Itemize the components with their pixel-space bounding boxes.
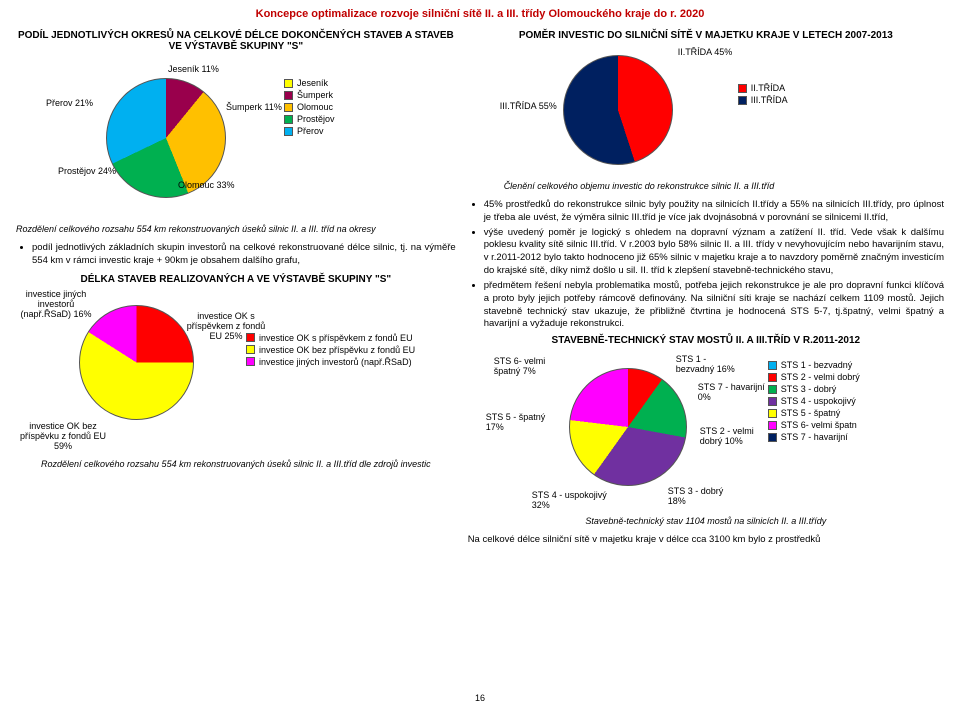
chart3-box: POMĚR INVESTIC DO SILNIČNÍ SÍTĚ V MAJETK… [468, 30, 944, 177]
chart2-pie-wrap: investice OK s příspěvkem z fondů EU 25%… [56, 291, 216, 441]
two-columns: PODÍL JEDNOTLIVÝCH OKRESŮ NA CELKOVÉ DÉL… [16, 26, 944, 550]
legend-item: III.TŘÍDA [738, 95, 788, 105]
chart1-callout-prerov: Přerov 21% [46, 98, 93, 108]
legend-item: investice OK bez příspěvku z fondů EU [246, 345, 426, 355]
legend-label: investice OK bez příspěvku z fondů EU [259, 345, 415, 355]
chart3-caption: Členění celkového objemu investic do rek… [468, 181, 944, 191]
bullet-right: 45% prostředků do rekonstrukce silnic by… [484, 199, 944, 225]
chart2-title: DÉLKA STAVEB REALIZOVANÝCH A VE VÝSTAVBĚ… [16, 274, 456, 285]
chart2-pie [79, 305, 194, 420]
chart3-pie [563, 55, 673, 165]
page-number: 16 [475, 693, 485, 703]
legend-item: STS 1 - bezvadný [768, 360, 888, 370]
legend-item: STS 6- velmi špatn [768, 420, 888, 430]
doc-title: Koncepce optimalizace rozvoje silniční s… [16, 8, 944, 20]
bullet-right: výše uvedený poměr je logický s ohledem … [484, 227, 944, 278]
chart4-callout-sts1: STS 1 - bezvadný 16% [676, 354, 746, 374]
chart4-legend: STS 1 - bezvadný STS 2 - velmi dobrý STS… [768, 358, 888, 444]
chart1-callout-sumperk: Šumperk 11% [226, 102, 282, 112]
chart4-callout-sts6: STS 6- velmi špatný 7% [494, 356, 564, 376]
legend-item: Prostějov [284, 114, 335, 124]
chart4-box: STAVEBNĚ-TECHNICKÝ STAV MOSTŮ II. A III.… [468, 335, 944, 512]
legend-item: investice jiných investorů (např.ŘSaD) [246, 357, 426, 367]
legend-label: STS 7 - havarijní [781, 432, 848, 442]
chart3-callout-ii: II.TŘÍDA 45% [678, 47, 733, 57]
bullet-left: podíl jednotlivých základních skupin inv… [32, 242, 456, 268]
legend-label: Olomouc [297, 102, 333, 112]
chart3-title: POMĚR INVESTIC DO SILNIČNÍ SÍTĚ V MAJETK… [468, 30, 944, 41]
chart1-callout-jesenik: Jeseník 11% [168, 64, 219, 74]
right-bullets: 45% prostředků do rekonstrukce silnic by… [468, 199, 944, 331]
chart2-box: DÉLKA STAVEB REALIZOVANÝCH A VE VÝSTAVBĚ… [16, 274, 456, 441]
chart4-callout-sts2: STS 2 - velmi dobrý 10% [700, 426, 770, 446]
legend-item: II.TŘÍDA [738, 83, 788, 93]
chart1-box: PODÍL JEDNOTLIVÝCH OKRESŮ NA CELKOVÉ DÉL… [16, 30, 456, 218]
legend-item: STS 2 - velmi dobrý [768, 372, 888, 382]
chart1-callout-olomouc: Olomouc 33% [178, 180, 235, 190]
chart4-callout-sts4: STS 4 - uspokojivý 32% [532, 490, 612, 510]
chart2-callout-noeu: investice OK bez příspěvku z fondů EU 59… [18, 421, 108, 451]
legend-label: investice jiných investorů (např.ŘSaD) [259, 357, 412, 367]
chart2-callout-jiny: investice jiných investorů (např.ŘSaD) 1… [16, 289, 96, 319]
chart4-callout-sts7: STS 7 - havarijní 0% [698, 382, 768, 402]
legend-label: III.TŘÍDA [751, 95, 788, 105]
legend-item: investice OK s příspěvkem z fondů EU [246, 333, 426, 343]
legend-item: Olomouc [284, 102, 335, 112]
legend-item: Jeseník [284, 78, 335, 88]
left-column: PODÍL JEDNOTLIVÝCH OKRESŮ NA CELKOVÉ DÉL… [16, 26, 456, 550]
chart1-callout-prostejov: Prostějov 24% [58, 166, 116, 176]
chart3-callout-iii: III.TŘÍDA 55% [500, 101, 557, 111]
chart2-callout-eu: investice OK s příspěvkem z fondů EU 25% [186, 311, 266, 341]
legend-label: STS 3 - dobrý [781, 384, 837, 394]
legend-label: STS 4 - uspokojivý [781, 396, 856, 406]
chart3-pie-wrap: II.TŘÍDA 45% III.TŘÍDA 55% [538, 47, 698, 177]
right-column: POMĚR INVESTIC DO SILNIČNÍ SÍTĚ V MAJETK… [468, 26, 944, 550]
legend-label: STS 2 - velmi dobrý [781, 372, 860, 382]
legend-item: Přerov [284, 126, 335, 136]
chart2-caption: Rozdělení celkového rozsahu 554 km rekon… [16, 459, 456, 469]
chart1-pie-wrap: Jeseník 11% Šumperk 11% Olomouc 33% Pros… [76, 58, 256, 218]
bullet-right: předmětem řešení nebyla problematika mos… [484, 280, 944, 331]
legend-item: STS 4 - uspokojivý [768, 396, 888, 406]
legend-label: Šumperk [297, 90, 333, 100]
chart2-legend: investice OK s příspěvkem z fondů EU inv… [246, 331, 426, 369]
legend-label: Prostějov [297, 114, 335, 124]
legend-label: STS 5 - špatný [781, 408, 841, 418]
legend-label: II.TŘÍDA [751, 83, 786, 93]
chart3-legend: II.TŘÍDA III.TŘÍDA [738, 81, 788, 107]
chart4-pie [569, 368, 687, 486]
chart1-caption: Rozdělení celkového rozsahu 554 km rekon… [16, 224, 456, 234]
chart4-title: STAVEBNĚ-TECHNICKÝ STAV MOSTŮ II. A III.… [468, 335, 944, 346]
legend-item: STS 5 - špatný [768, 408, 888, 418]
legend-label: investice OK s příspěvkem z fondů EU [259, 333, 413, 343]
legend-label: STS 6- velmi špatn [781, 420, 857, 430]
legend-item: STS 7 - havarijní [768, 432, 888, 442]
chart4-callout-sts3: STS 3 - dobrý 18% [668, 486, 738, 506]
legend-label: STS 1 - bezvadný [781, 360, 853, 370]
chart4-pie-wrap: STS 1 - bezvadný 16% STS 7 - havarijní 0… [508, 352, 748, 512]
chart1-legend: Jeseník Šumperk Olomouc Prostějov Přerov [284, 76, 335, 138]
chart4-callout-sts5: STS 5 - špatný 17% [486, 412, 546, 432]
legend-item: Šumperk [284, 90, 335, 100]
tail-right: Na celkové délce silniční sítě v majetku… [468, 534, 944, 547]
chart4-caption: Stavebně-technický stav 1104 mostů na si… [468, 516, 944, 526]
legend-label: Přerov [297, 126, 324, 136]
chart1-title: PODÍL JEDNOTLIVÝCH OKRESŮ NA CELKOVÉ DÉL… [16, 30, 456, 52]
left-bullets: podíl jednotlivých základních skupin inv… [16, 242, 456, 268]
legend-label: Jeseník [297, 78, 328, 88]
legend-item: STS 3 - dobrý [768, 384, 888, 394]
